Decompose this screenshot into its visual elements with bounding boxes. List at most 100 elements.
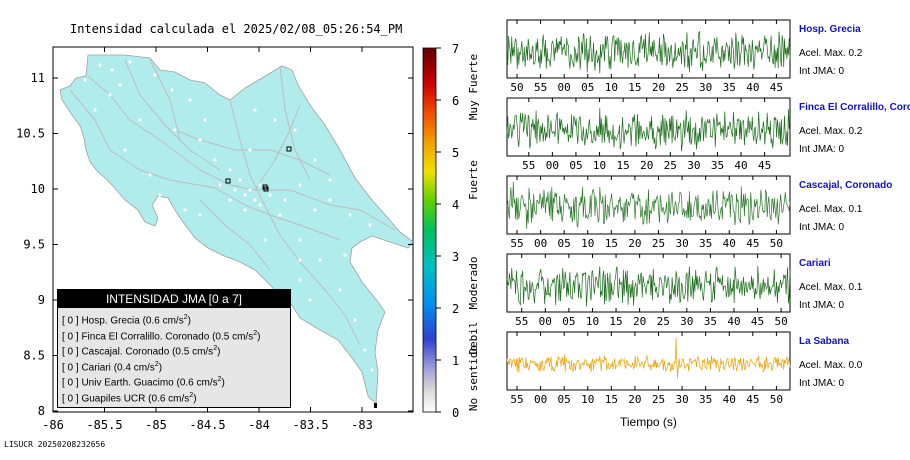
waveform-tick-label: 45 [746, 393, 759, 406]
town-dot [258, 183, 262, 187]
town-dot [328, 178, 332, 182]
legend-value: (0.6 cm/s [176, 377, 218, 389]
waveform-panel: 50 55 00 05 10 15 20 25 30 35 40 45 [506, 19, 791, 94]
legend-unit-exp: 2 [189, 391, 194, 399]
town-dot [298, 258, 302, 262]
town-dot [198, 138, 202, 142]
waveform-tick-label: 45 [758, 159, 771, 172]
station-jma-intensity: Int JMA: 0 [799, 378, 845, 389]
legend-item: [ 0 ] Hosp. Grecia (0.6 cm/s2) [62, 314, 191, 326]
waveform-tick-label: 15 [628, 81, 641, 94]
legend-close: ) [217, 346, 221, 358]
waveform-tick-label: 35 [699, 237, 712, 250]
map-y-tick-label: 8 [38, 404, 45, 418]
waveform-tick-label: 30 [680, 315, 693, 328]
peninsula-marker [374, 403, 377, 408]
legend-close: ) [257, 330, 261, 342]
waveform-panel: 55 00 05 10 15 20 25 30 35 40 45 50 [506, 331, 791, 406]
legend-unit-exp: 2 [217, 376, 222, 383]
waveform-tick-label: 55 [534, 81, 547, 94]
waveform-tick-label: 00 [539, 315, 552, 328]
colorbar-category: Moderado [467, 257, 480, 310]
station-marker [225, 178, 231, 184]
town-markers [83, 60, 377, 408]
waveform-tick-label: 30 [699, 81, 712, 94]
costa-rica-land [59, 54, 414, 405]
waveform-tick-label: 00 [534, 237, 547, 250]
waveform-tick-label: 00 [546, 159, 559, 172]
map-x-tick-label: -83 [351, 418, 373, 432]
legend-value: (0.6 cm/s [148, 392, 190, 404]
waveform-tick-label: 40 [727, 315, 740, 328]
colorbar-category: Muy Fuerte [467, 54, 480, 120]
town-dot [253, 198, 257, 202]
town-dot [370, 368, 374, 372]
waveform-tick-label: 55 [515, 315, 528, 328]
legend-station-name: Hosp. Grecia [81, 315, 143, 327]
waveform-tick-label: 35 [711, 159, 724, 172]
legend-header: INTENSIDAD JMA [0 a 7] [58, 290, 290, 308]
town-dot [298, 278, 302, 282]
town-dot [203, 118, 207, 122]
town-dot [153, 73, 157, 77]
waveform-trace [506, 31, 791, 74]
waveform-tick-label: 15 [617, 159, 630, 172]
map-y-axis: 11 10.5 10 9.5 9 8.5 8 [16, 71, 413, 418]
map-x-tick-label: -83.5 [292, 418, 328, 432]
town-dot [218, 183, 222, 187]
colorbar-tick-label: 0 [452, 406, 459, 420]
waveform-tick-label: 55 [510, 237, 523, 250]
station-jma-intensity: Int JMA: 0 [799, 66, 845, 77]
waveform-tick-label: 40 [723, 237, 736, 250]
town-dot [138, 118, 142, 122]
waveform-tick-label: 50 [775, 315, 788, 328]
legend-level: [ 0 ] [62, 361, 82, 373]
station-name: Cascajal, Coronado [799, 180, 893, 191]
station-name: Hosp. Grecia [799, 24, 861, 35]
waveform-tick-label: 25 [652, 237, 665, 250]
colorbar-tick-label: 1 [452, 354, 459, 368]
waveform-trace [506, 181, 791, 229]
colorbar-tick-label: 3 [452, 250, 459, 264]
waveform-tick-label: 15 [605, 393, 618, 406]
waveform-tick-label: 45 [746, 237, 759, 250]
station-max-accel: Acel. Max. 0.2 [799, 48, 863, 59]
waveform-tick-label: 45 [751, 315, 764, 328]
legend-station-name: Guapiles UCR [81, 392, 149, 404]
town-dot [233, 188, 237, 192]
map-x-tick-label: -86 [42, 418, 64, 432]
colorbar-tick-label: 7 [452, 42, 459, 56]
station-name: La Sabana [799, 336, 850, 347]
town-dot [108, 93, 112, 97]
waveform-tick-label: 20 [628, 237, 641, 250]
station-jma-intensity: Int JMA: 0 [799, 222, 845, 233]
map-x-tick-label: -85 [145, 418, 167, 432]
waveform-tick-label: 10 [581, 237, 594, 250]
town-dot [338, 288, 342, 292]
map-x-tick-label: -84 [248, 418, 270, 432]
town-dot [353, 318, 357, 322]
waveform-tick-label: 20 [628, 393, 641, 406]
waveform-tick-label: 15 [605, 237, 618, 250]
waveform-tick-label: 40 [746, 81, 759, 94]
legend-value: (0.4 cm/s [113, 361, 155, 373]
town-dot [308, 298, 312, 302]
map-y-tick-label: 11 [31, 71, 45, 85]
waveform-tick-label: 10 [605, 81, 618, 94]
waveform-tick-label: 45 [770, 81, 783, 94]
waveform-tick-label: 50 [770, 237, 783, 250]
station-max-accel: Acel. Max. 0.0 [799, 360, 863, 371]
town-dot [293, 128, 297, 132]
waveform-frame [506, 97, 791, 157]
legend-unit-exp: 2 [183, 314, 188, 321]
legend-close: ) [158, 361, 163, 373]
waveform-tick-label: 15 [609, 315, 622, 328]
map-title: Intensidad calculada el 2025/02/08_05:26… [70, 22, 403, 36]
town-dot [283, 198, 287, 202]
legend-level: [ 0 ] [62, 377, 82, 389]
station-max-accel: Acel. Max. 0.1 [799, 204, 863, 215]
waveform-tick-label: 00 [558, 81, 571, 94]
colorbar-tick-label: 6 [452, 94, 459, 108]
legend-value: (0.6 cm/s [142, 315, 184, 327]
town-dot [253, 108, 257, 112]
